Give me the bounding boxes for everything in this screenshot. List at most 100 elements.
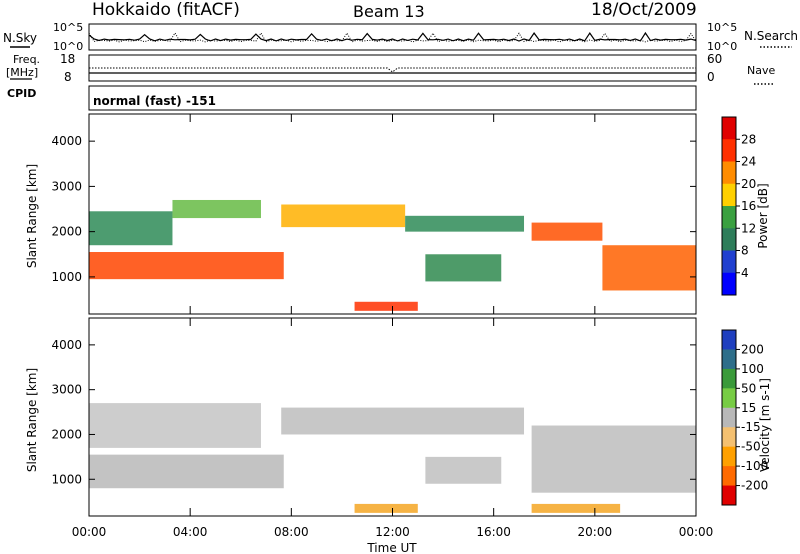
velocity-colorbar-tick-label: 100: [741, 362, 764, 376]
power-colorbar-label: Power [dB]: [756, 183, 770, 248]
power-y-ticks: 4000 3000 2000 1000: [51, 134, 696, 284]
power-colorbar-segment: [722, 161, 736, 185]
velocity-plot: [89, 403, 696, 513]
power-echo-band: [354, 301, 418, 311]
velocity-colorbar-segment: [722, 427, 736, 448]
velocity-echo-band: [89, 403, 261, 448]
nave-label: Nave: [747, 64, 775, 77]
velocity-colorbar-segment: [722, 485, 736, 506]
velocity-echo-band: [89, 454, 284, 489]
power-y-tick-label: 4000: [51, 134, 82, 148]
velocity-y-tick-label: 3000: [51, 383, 82, 397]
x-tick-label: 04:00: [173, 525, 208, 539]
power-colorbar-tick-label: 20: [741, 177, 756, 191]
velocity-colorbar: 200 100 50 15 -15 -50 -100 -200: [721, 329, 768, 506]
power-colorbar: 28 24 20 16 12 8 4: [721, 116, 756, 296]
power-colorbar-tick-label: 16: [741, 199, 756, 213]
velocity-y-tick-label: 1000: [51, 472, 82, 486]
velocity-colorbar-tick-label: 15: [741, 401, 756, 415]
nsearch-tick-bottom: 10^0: [707, 40, 737, 53]
velocity-colorbar-segment: [722, 446, 736, 467]
power-y-tick-label: 1000: [51, 270, 82, 284]
velocity-ylabel: Slant Range [km]: [25, 368, 39, 472]
power-y-tick-label: 3000: [51, 179, 82, 193]
nsky-label: N.Sky: [3, 31, 37, 45]
power-colorbar-segment: [722, 206, 736, 229]
date-title: 18/Oct/2009: [591, 0, 697, 20]
velocity-y-tick-label: 4000: [51, 338, 82, 352]
velocity-colorbar-tick-label: -50: [741, 440, 761, 454]
velocity-y-tick-label: 2000: [51, 427, 82, 441]
beam-title: Beam 13: [353, 2, 425, 21]
velocity-colorbar-label: Velocity [m s-1]: [758, 378, 772, 472]
power-colorbar-tick-label: 4: [741, 266, 749, 280]
power-colorbar-tick-label: 8: [741, 244, 749, 258]
power-echo-band: [405, 215, 525, 232]
power-colorbar-tick-label: 24: [741, 155, 756, 169]
velocity-y-ticks: 4000 3000 2000 1000: [51, 338, 696, 486]
time-axis-label: Time UT: [366, 541, 417, 554]
freq-unit: [MHz]: [6, 66, 38, 79]
power-echo-band: [602, 245, 696, 291]
nave-tick-top: 60: [707, 52, 722, 66]
nsearch-tick-top: 10^5: [707, 21, 737, 34]
velocity-colorbar-segment: [722, 330, 736, 350]
velocity-echo-band: [281, 407, 525, 435]
nsky-tick-bottom: 10^0: [53, 40, 83, 53]
velocity-echo-band: [531, 425, 696, 493]
nsearch-label: N.Search: [744, 29, 798, 43]
power-echo-band: [281, 204, 406, 228]
x-tick-label: 08:00: [274, 525, 309, 539]
power-echo-band: [89, 252, 284, 280]
power-echo-band: [172, 199, 261, 219]
power-colorbar-segment: [722, 272, 736, 296]
velocity-echo-band: [531, 503, 621, 513]
power-colorbar-segment: [722, 183, 736, 207]
x-tick-label: 20:00: [578, 525, 613, 539]
power-colorbar-segment: [722, 228, 736, 251]
nave-tick-bottom: 0: [707, 70, 715, 84]
power-plot: [89, 199, 696, 311]
velocity-colorbar-segment: [722, 466, 736, 487]
freq-tick-top: 18: [60, 52, 75, 66]
freq-label: Freq.: [13, 53, 40, 66]
nsky-tick-top: 10^5: [53, 21, 83, 34]
power-ylabel: Slant Range [km]: [25, 164, 39, 268]
velocity-colorbar-segment: [722, 407, 736, 428]
x-tick-label: 12:00: [375, 525, 410, 539]
velocity-echo-band: [354, 503, 418, 513]
velocity-colorbar-segment: [722, 388, 736, 409]
power-colorbar-tick-label: 12: [741, 221, 756, 235]
x-tick-label: 00:00: [72, 525, 107, 539]
nsky-trace: [88, 31, 697, 42]
cpid-label: CPID: [7, 87, 36, 100]
power-echo-band: [89, 211, 173, 246]
velocity-colorbar-tick-label: -100: [741, 459, 768, 473]
x-tick-label: 16:00: [476, 525, 511, 539]
cpid-panel: [88, 85, 697, 111]
velocity-colorbar-frame: [721, 329, 737, 506]
power-echo-band: [531, 222, 603, 241]
time-axis-ticks: 00:00 04:00 08:00 12:00 16:00 20:00 00:00: [72, 114, 714, 539]
velocity-echo-band: [425, 456, 502, 484]
power-colorbar-segment: [722, 139, 736, 162]
power-echo-band: [425, 254, 502, 282]
power-colorbar-segment: [722, 117, 736, 140]
power-y-tick-label: 2000: [51, 225, 82, 239]
velocity-colorbar-tick-label: 50: [741, 381, 756, 395]
velocity-colorbar-tick-label: 200: [741, 342, 764, 356]
velocity-colorbar-tick-label: -15: [741, 420, 761, 434]
power-colorbar-tick-label: 28: [741, 132, 756, 146]
velocity-colorbar-segment: [722, 368, 736, 389]
cpid-value: normal (fast) -151: [93, 94, 216, 108]
nsky-panel: [88, 23, 697, 51]
power-colorbar-segment: [722, 250, 736, 274]
nsearch-trace: [88, 32, 697, 43]
velocity-colorbar-tick-label: -200: [741, 479, 768, 493]
velocity-colorbar-segment: [722, 349, 736, 370]
x-tick-label: 00:00: [679, 525, 714, 539]
nave-trace: [89, 67, 696, 73]
freq-tick-bottom: 8: [64, 70, 72, 84]
station-title: Hokkaido (fitACF): [92, 0, 240, 20]
